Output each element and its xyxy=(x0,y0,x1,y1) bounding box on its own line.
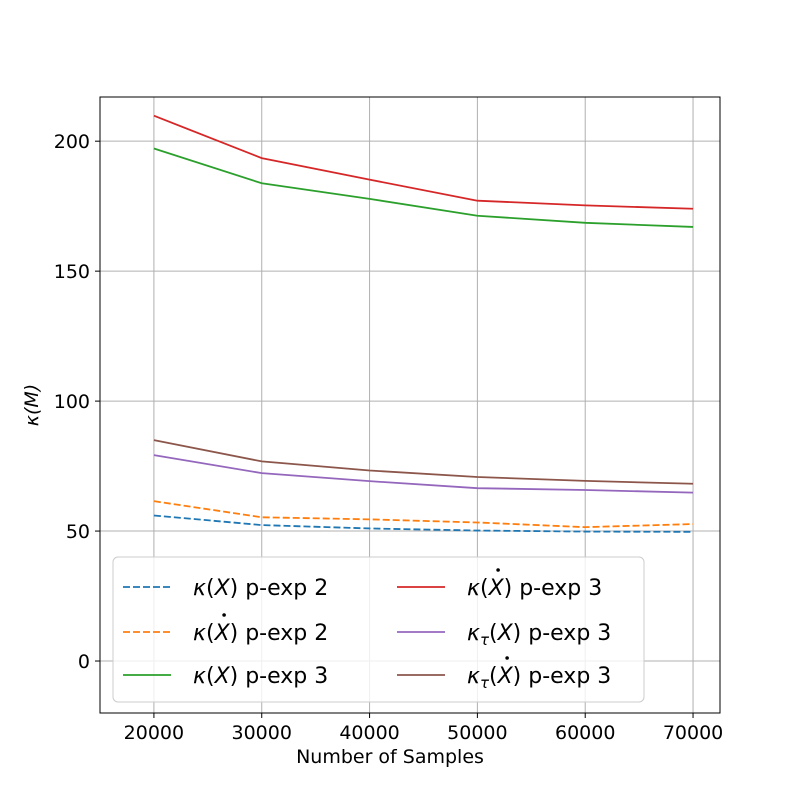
x-axis-label: Number of Samples xyxy=(296,746,484,768)
y-tick-label: 50 xyxy=(66,521,90,543)
series-line-6 xyxy=(153,439,694,485)
plot-frame xyxy=(99,96,721,714)
legend-label-1: κ(X) p-exp 2 xyxy=(193,576,328,601)
legend-box xyxy=(112,556,645,703)
legend-dot-accent-6 xyxy=(505,656,509,660)
legend-label-6: κτ(X) p-exp 3 xyxy=(467,664,611,692)
x-tick-label: 30000 xyxy=(232,722,292,744)
x-tick-label: 70000 xyxy=(663,722,723,744)
y-tick-label: 150 xyxy=(54,261,90,283)
axis-ticks: 20000 30000 40000 50000 60000 70000 0 50 100 150 2… xyxy=(54,131,724,744)
legend-label-5: κτ(X) p-exp 3 xyxy=(467,621,611,649)
x-tick-label: 20000 xyxy=(124,722,184,744)
series-line-3 xyxy=(153,147,694,228)
legend-label-4: κ(X) p-exp 3 xyxy=(467,576,602,601)
y-tick-label: 200 xyxy=(54,131,90,153)
x-tick-label: 40000 xyxy=(339,722,399,744)
series-line-1 xyxy=(153,514,694,533)
x-tick-label: 60000 xyxy=(555,722,615,744)
legend: κ(X) p-exp 2 κ(X) p-exp 2 κ(X) p-exp 3 κ(X)… xyxy=(112,556,645,703)
legend-label-3: κ(X) p-exp 3 xyxy=(193,664,328,689)
legend-dot-accent-4 xyxy=(496,568,500,572)
legend-dot-accent-2 xyxy=(222,613,226,617)
series-line-5 xyxy=(153,454,694,494)
y-tick-label: 0 xyxy=(78,651,90,673)
y-axis-label: κ(M) xyxy=(21,384,43,426)
x-tick-label: 50000 xyxy=(447,722,507,744)
legend-label-2: κ(X) p-exp 2 xyxy=(193,621,328,646)
series-line-4 xyxy=(153,114,694,210)
y-tick-label: 100 xyxy=(54,391,90,413)
series-line-2 xyxy=(153,500,694,529)
series-layer xyxy=(153,114,694,533)
